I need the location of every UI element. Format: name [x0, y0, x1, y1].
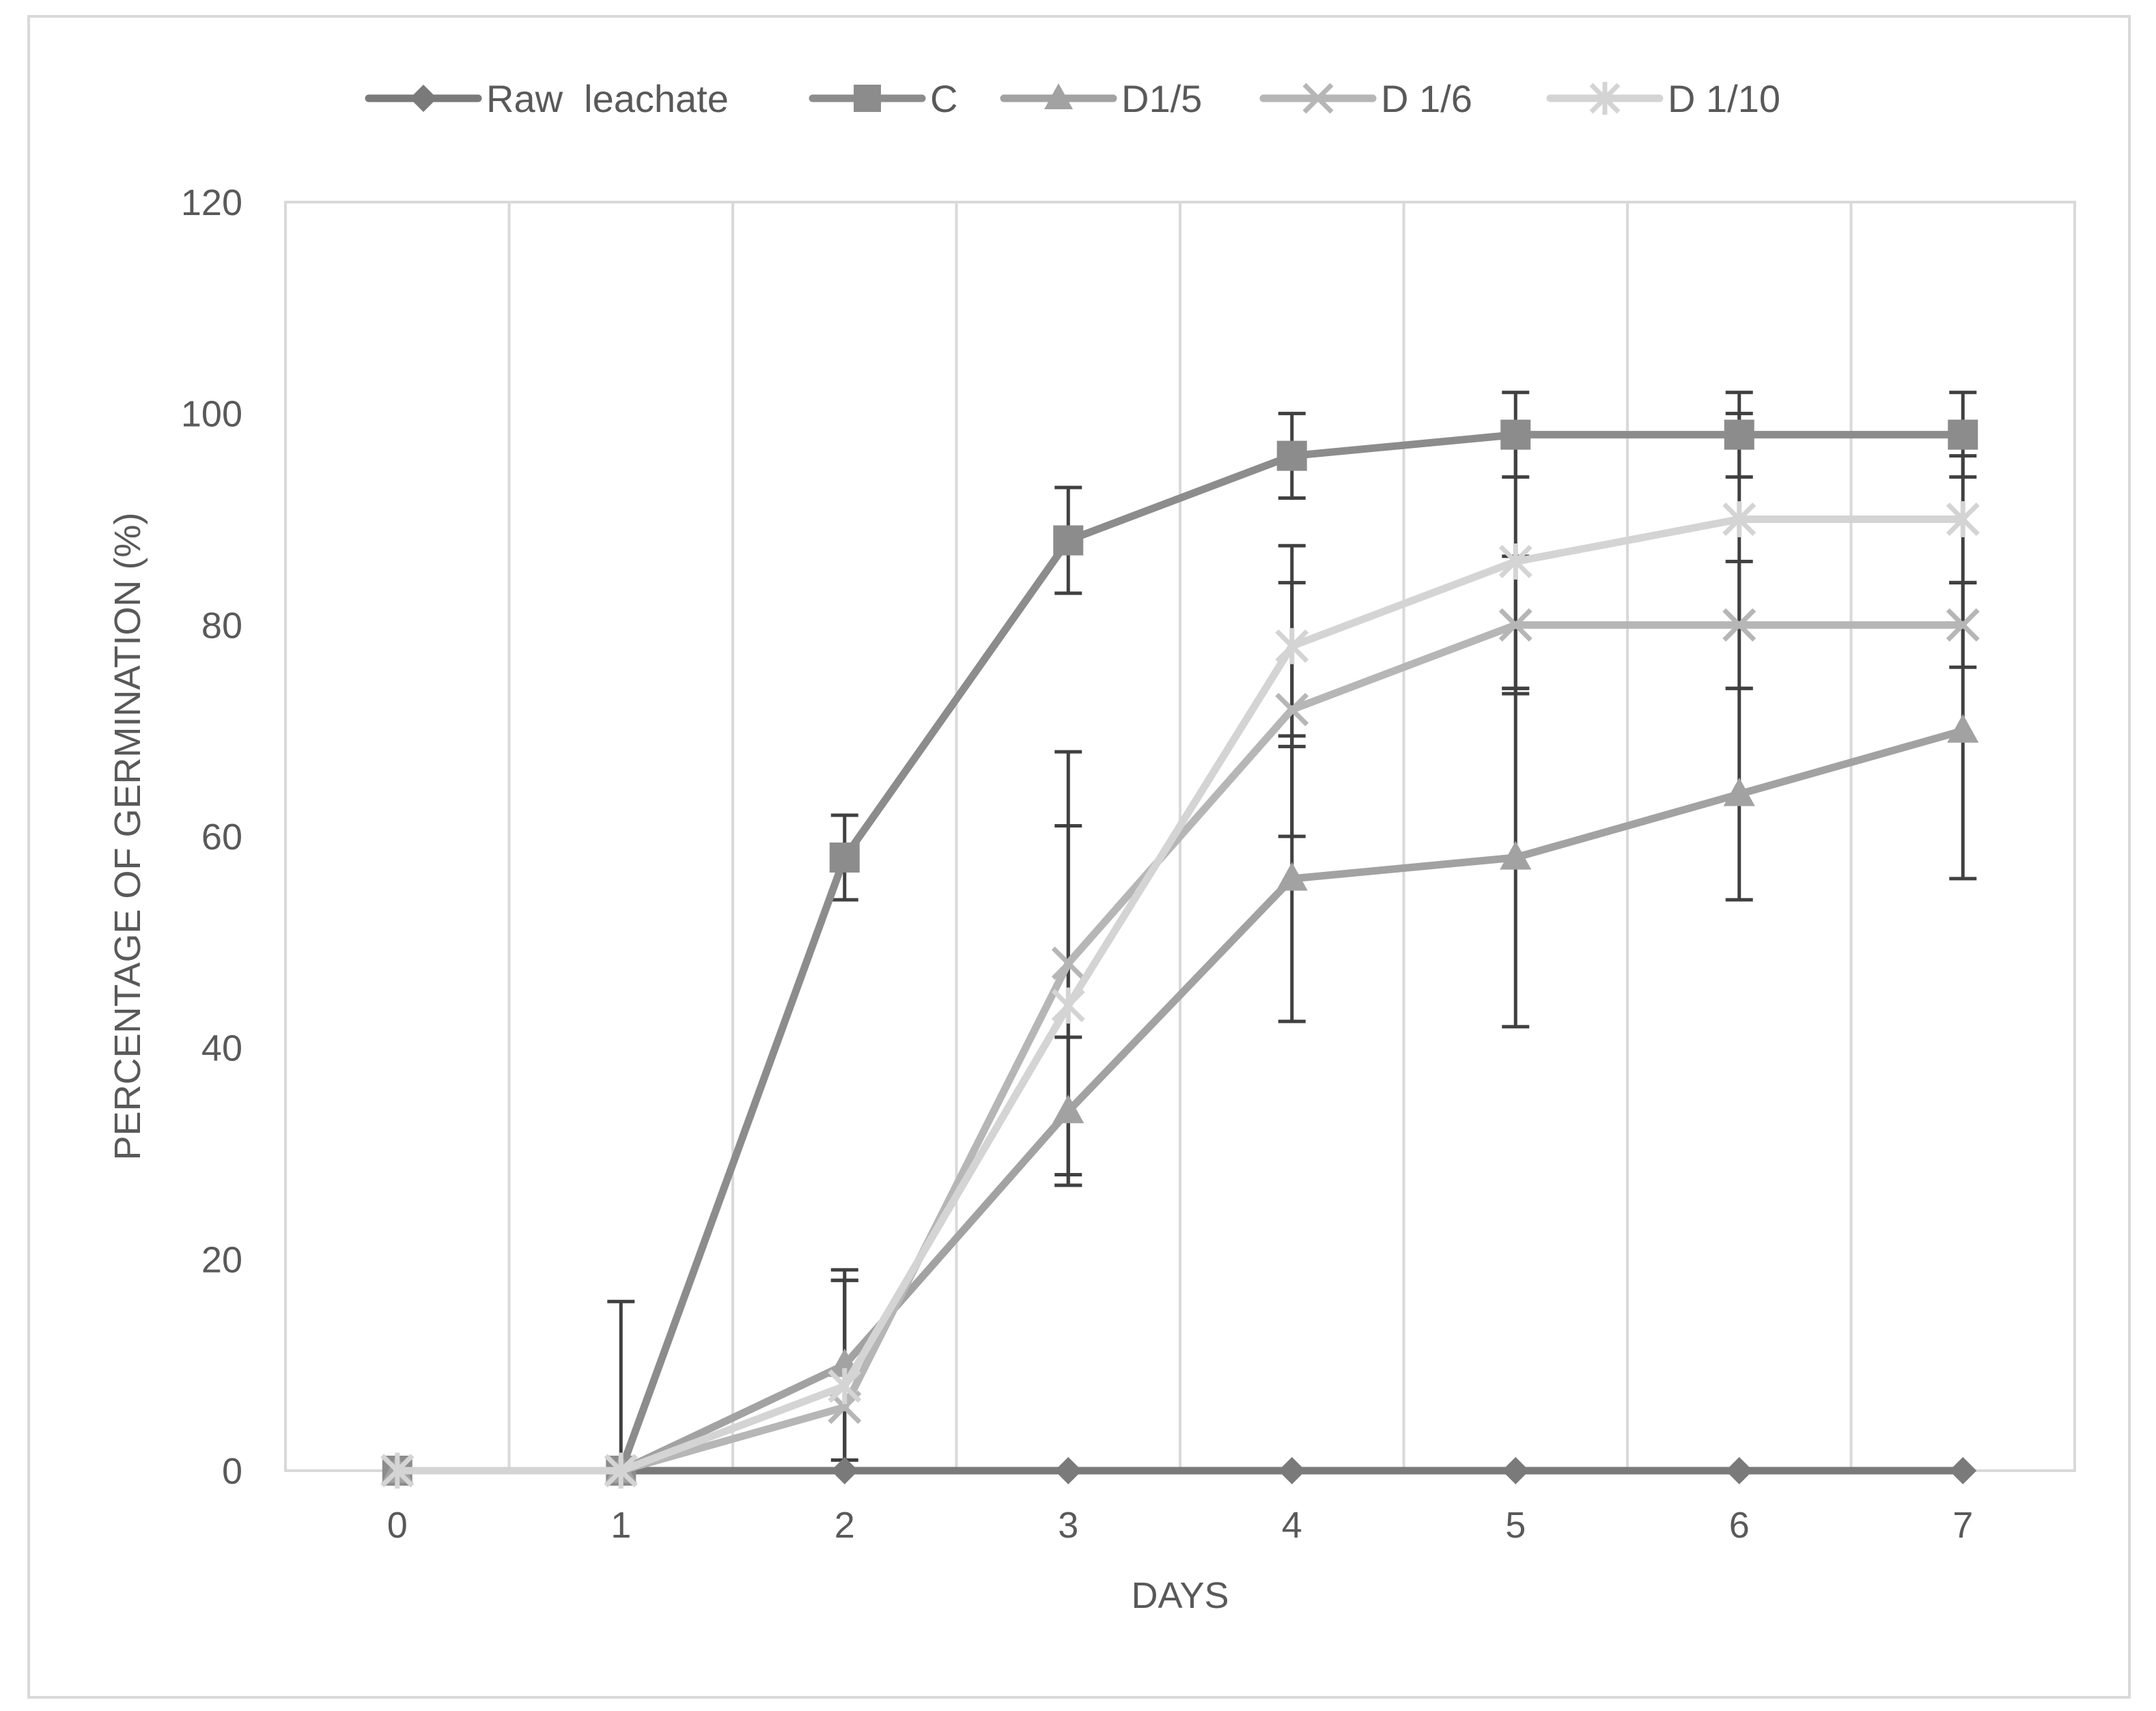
data-point	[1275, 627, 1309, 664]
data-point	[1051, 987, 1085, 1024]
series-line-4	[393, 515, 1967, 1475]
legend-marker	[1589, 82, 1621, 115]
legend-marker	[1044, 83, 1073, 109]
chart-frame	[27, 15, 2131, 1699]
legend-label: Raw leachate	[486, 77, 729, 120]
gridlines	[507, 202, 1853, 1471]
legend-marker	[410, 85, 437, 112]
y-tick-label: 120	[181, 182, 242, 223]
legend-entry: C	[809, 77, 957, 120]
data-point	[1947, 713, 1979, 743]
data-point	[1498, 608, 1532, 642]
series-lines	[380, 419, 1980, 1489]
data-point	[828, 1368, 862, 1404]
legend-label: C	[930, 77, 957, 120]
x-tick-label: 5	[1505, 1505, 1526, 1546]
data-point	[1949, 1457, 1977, 1484]
data-point	[1498, 543, 1532, 580]
y-axis-title: PERCENTAGE OF GERMINATION (%)	[107, 512, 148, 1160]
data-point	[1722, 608, 1756, 642]
data-point	[380, 1452, 415, 1489]
legend-entry: D 1/10	[1546, 77, 1780, 120]
x-tick-label: 2	[835, 1505, 855, 1546]
x-tick-label: 0	[387, 1505, 408, 1546]
x-tick-label: 6	[1729, 1505, 1750, 1546]
y-tick-label: 0	[222, 1451, 242, 1492]
data-point	[1500, 419, 1531, 450]
x-tick-label: 7	[1952, 1505, 1973, 1546]
data-point	[1052, 1094, 1084, 1124]
legend: Raw leachate C D1/5 D 1/6 D 1/10	[365, 77, 1780, 120]
data-point	[830, 1457, 858, 1484]
axes: 0 20 40 60 80 100 120 0 1 2 3 4 5 6 7	[181, 182, 1973, 1546]
data-point	[1502, 1457, 1530, 1484]
data-point	[829, 842, 860, 873]
y-tick-label: 80	[201, 605, 242, 646]
legend-entry: D 1/6	[1259, 77, 1472, 120]
data-point	[1053, 525, 1084, 556]
data-point	[1500, 840, 1532, 870]
legend-entry: D1/5	[1000, 77, 1202, 120]
x-tick-label: 4	[1282, 1505, 1302, 1546]
data-point	[1723, 777, 1755, 806]
data-point	[1946, 501, 1980, 537]
data-point	[1276, 862, 1308, 891]
data-point	[1276, 440, 1307, 471]
y-tick-label: 100	[181, 394, 242, 435]
y-tick-label: 20	[201, 1239, 242, 1280]
data-point	[1725, 1457, 1753, 1484]
series-line-1	[393, 431, 1967, 1475]
data-point	[604, 1452, 638, 1489]
legend-entry: Raw leachate	[365, 77, 729, 120]
legend-marker	[854, 85, 881, 112]
x-tick-label: 1	[611, 1505, 631, 1546]
data-point	[1948, 419, 1978, 450]
data-point	[1722, 501, 1756, 537]
data-point	[1054, 1457, 1082, 1484]
legend-label: D 1/10	[1668, 77, 1780, 120]
x-axis-title: DAYS	[1131, 1575, 1229, 1616]
data-point	[1051, 946, 1085, 980]
x-tick-label: 3	[1058, 1505, 1078, 1546]
data-point	[1946, 608, 1980, 642]
data-point	[1275, 692, 1309, 726]
legend-label: D 1/6	[1381, 77, 1472, 120]
data-point	[1724, 419, 1754, 450]
legend-marker	[1302, 83, 1334, 114]
legend-label: D1/5	[1121, 77, 1202, 120]
y-tick-label: 40	[201, 1028, 242, 1069]
y-tick-label: 60	[201, 817, 242, 858]
data-point	[1278, 1457, 1306, 1484]
